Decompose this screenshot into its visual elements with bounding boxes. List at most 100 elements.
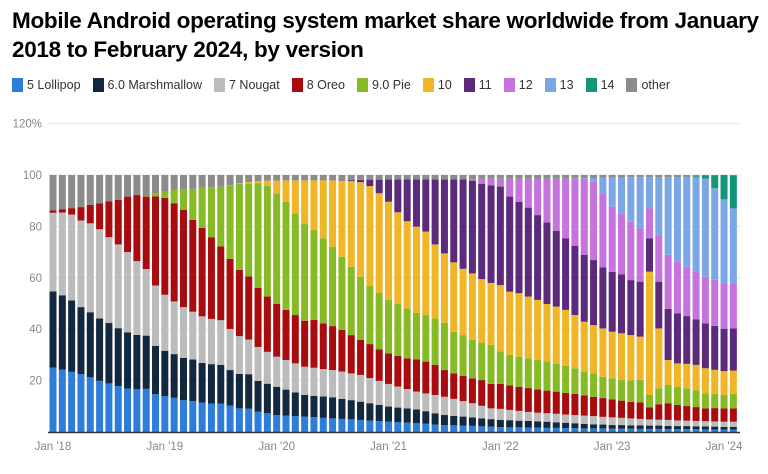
- bar-segment: [329, 326, 337, 371]
- legend-item[interactable]: 8 Oreo: [291, 78, 345, 92]
- bar-segment: [375, 405, 383, 422]
- bar-segment: [217, 175, 225, 187]
- bar-segment: [385, 201, 393, 300]
- bar-segment: [496, 351, 504, 384]
- bar-segment: [282, 309, 290, 361]
- legend-item[interactable]: 7 Nougat: [214, 78, 280, 92]
- bar-segment: [161, 350, 169, 397]
- bar-segment: [711, 369, 719, 394]
- bar-segment: [58, 175, 66, 210]
- bar-segment: [366, 420, 374, 432]
- legend-swatch: [12, 78, 23, 92]
- bar-segment: [506, 420, 514, 428]
- bar-segment: [245, 175, 253, 182]
- legend-swatch: [626, 78, 638, 92]
- bar-segment: [310, 180, 318, 230]
- bar-segment: [235, 175, 243, 183]
- bar-segment: [627, 425, 635, 429]
- bar-segment: [618, 425, 626, 429]
- bar-segment: [645, 428, 653, 432]
- bar-segment: [198, 187, 206, 228]
- bar-segment: [468, 403, 476, 418]
- bar-segment: [189, 359, 197, 402]
- bar-segment: [618, 175, 626, 178]
- bar-segment: [552, 178, 560, 231]
- bar-segment: [217, 364, 225, 404]
- bar-segment: [263, 175, 271, 181]
- bar-segment: [357, 182, 365, 277]
- bar-segment: [366, 403, 374, 421]
- legend-item[interactable]: 14: [585, 78, 614, 92]
- bar-segment: [440, 253, 448, 323]
- legend-item[interactable]: other: [626, 78, 670, 92]
- bar-segment: [366, 286, 374, 345]
- bar-segment: [664, 419, 672, 426]
- bar-segment: [524, 411, 532, 421]
- bar-segment: [608, 175, 616, 178]
- bar-segment: [515, 175, 523, 179]
- bar-segment: [515, 293, 523, 357]
- bar-segment: [468, 175, 476, 180]
- bar-segment: [124, 252, 132, 333]
- bar-segment: [347, 175, 355, 181]
- bar-segment: [683, 316, 691, 364]
- legend-swatch: [356, 78, 368, 92]
- legend-item[interactable]: 12: [503, 78, 533, 92]
- legend-item[interactable]: 9.0 Pie: [356, 78, 411, 92]
- bar-segment: [375, 349, 383, 381]
- bar-segment: [692, 364, 700, 391]
- bar-segment: [49, 210, 57, 213]
- bar-segment: [571, 178, 579, 246]
- bar-segment: [179, 189, 187, 210]
- bar-segment: [440, 175, 448, 180]
- bar-segment: [124, 196, 132, 253]
- bar-segment: [552, 363, 560, 392]
- legend-label: 10: [437, 78, 452, 92]
- bar-segment: [133, 389, 141, 432]
- legend-item[interactable]: 5 Lollipop: [12, 78, 81, 92]
- bar-segment: [683, 266, 691, 317]
- bar-segment: [506, 175, 514, 179]
- bar-segment: [366, 378, 374, 404]
- bar-segment: [720, 421, 728, 427]
- bar-segment: [245, 184, 253, 277]
- legend-item[interactable]: 10: [422, 78, 452, 92]
- legend-item[interactable]: 11: [463, 78, 492, 92]
- bar-segment: [226, 370, 234, 406]
- y-tick-label: 20: [29, 376, 42, 388]
- bar-segment: [506, 409, 514, 421]
- x-tick-label: Jan '23: [594, 441, 631, 453]
- legend-label: 6.0 Marshmallow: [107, 78, 202, 92]
- bar-segment: [655, 388, 663, 405]
- bar-segment: [729, 370, 737, 394]
- bar-segment: [207, 318, 215, 365]
- bar-segment: [254, 287, 262, 347]
- bar-segment: [636, 428, 644, 432]
- bar-segment: [319, 180, 327, 239]
- bar-segment: [161, 175, 169, 192]
- bar-segment: [189, 219, 197, 312]
- bar-segment: [291, 392, 299, 417]
- legend-item[interactable]: 13: [544, 78, 574, 92]
- y-tick-label: 120%: [13, 119, 42, 131]
- bar-segment: [124, 332, 132, 389]
- legend-item[interactable]: 6.0 Marshmallow: [92, 78, 202, 92]
- chart-title: Mobile Android operating system market s…: [12, 8, 759, 62]
- bar-segment: [683, 426, 691, 430]
- bar-segment: [645, 394, 653, 408]
- bar-segment: [254, 346, 262, 381]
- bar-segment: [571, 415, 579, 424]
- bar-segment: [636, 177, 644, 229]
- bar-segment: [664, 177, 672, 255]
- legend-swatch: [544, 78, 556, 92]
- bar-segment: [459, 175, 467, 180]
- legend-swatch: [422, 78, 434, 92]
- bar-segment: [618, 380, 626, 401]
- bar-segment: [459, 179, 467, 269]
- bar-segment: [487, 419, 495, 427]
- bar-segment: [152, 394, 160, 432]
- bar-segment: [273, 356, 281, 387]
- bar-segment: [627, 177, 635, 222]
- bar-segment: [385, 179, 393, 202]
- bar-segment: [627, 280, 635, 336]
